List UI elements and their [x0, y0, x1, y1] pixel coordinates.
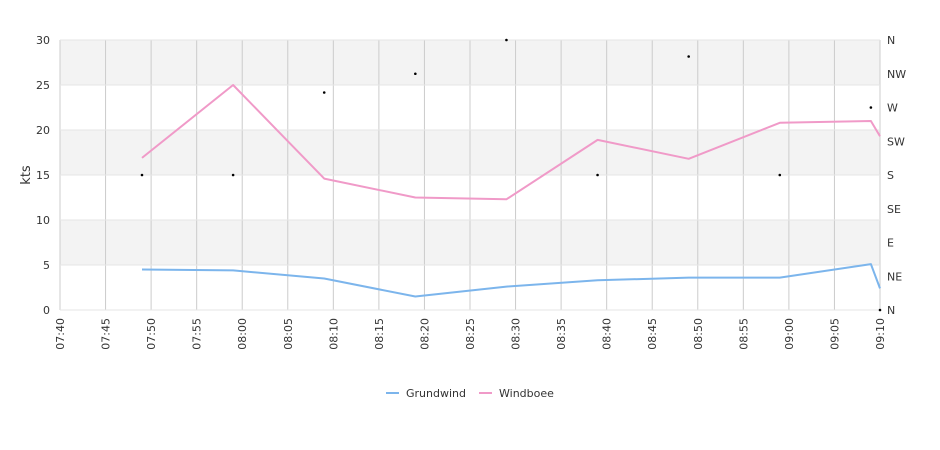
y-axis-label: kts: [19, 165, 34, 185]
direction-axis-ticks: N NE E SE S SW W NW N: [887, 34, 906, 317]
x-tick-label: 07:40: [54, 318, 67, 350]
x-axis-ticks: 07:40 07:45 07:50 07:55 08:00 08:05 08:10 08:15…: [54, 318, 887, 350]
x-tick-label: 07:45: [100, 318, 113, 350]
direction-points: [140, 38, 882, 312]
direction-point: [596, 173, 599, 177]
series-line-grundwind: [141, 263, 881, 298]
x-tick-label: 08:40: [601, 318, 614, 350]
x-tick-label: 08:00: [236, 318, 249, 350]
direction-point: [322, 91, 326, 94]
y-tick-label: 20: [36, 124, 50, 137]
direction-tick-label: NE: [887, 270, 902, 283]
x-tick-label: 08:50: [692, 318, 705, 350]
direction-point: [878, 308, 882, 312]
x-tick-label: 08:55: [737, 318, 750, 350]
x-tick-label: 09:05: [828, 318, 841, 350]
series-lines: [141, 84, 881, 298]
direction-point: [140, 173, 144, 177]
x-tick-label: 08:30: [510, 318, 523, 350]
x-tick-label: 08:35: [555, 318, 568, 350]
legend-label: Grundwind: [406, 387, 466, 400]
x-tick-label: 08:45: [646, 318, 659, 350]
legend: Grundwind Windboee: [386, 387, 554, 400]
legend-label: Windboee: [499, 387, 554, 400]
direction-tick-label: W: [887, 102, 898, 115]
y-tick-label: 0: [43, 304, 50, 317]
x-tick-label: 07:50: [145, 318, 158, 350]
y-tick-label: 5: [43, 259, 50, 272]
direction-point: [231, 173, 235, 177]
direction-point: [687, 55, 690, 58]
y-tick-label: 25: [36, 79, 50, 92]
x-tick-label: 09:00: [783, 318, 796, 350]
direction-point: [505, 38, 508, 42]
y-tick-label: 15: [36, 169, 50, 182]
x-tick-label: 08:25: [464, 318, 477, 350]
y-tick-label: 30: [36, 34, 50, 47]
x-tick-label: 09:10: [874, 318, 887, 350]
series-line-windboee: [141, 84, 881, 201]
direction-tick-label: N: [887, 304, 895, 317]
direction-tick-label: S: [887, 169, 894, 182]
direction-point: [869, 106, 873, 109]
x-tick-label: 08:05: [282, 318, 295, 350]
direction-tick-label: N: [887, 34, 895, 47]
direction-tick-label: SE: [887, 203, 901, 216]
direction-tick-label: SW: [887, 135, 905, 148]
direction-point: [778, 173, 782, 177]
direction-point: [414, 72, 417, 76]
direction-tick-label: E: [887, 237, 894, 250]
horizontal-gridlines: [60, 39, 880, 311]
x-tick-label: 08:10: [327, 318, 340, 350]
x-tick-label: 08:15: [373, 318, 386, 350]
y-tick-label: 10: [36, 214, 50, 227]
x-tick-label: 07:55: [191, 318, 204, 350]
y-axis-ticks: 0 5 10 15 20 25 30: [36, 34, 50, 317]
x-tick-label: 08:20: [418, 318, 431, 350]
direction-tick-label: NW: [887, 68, 906, 81]
